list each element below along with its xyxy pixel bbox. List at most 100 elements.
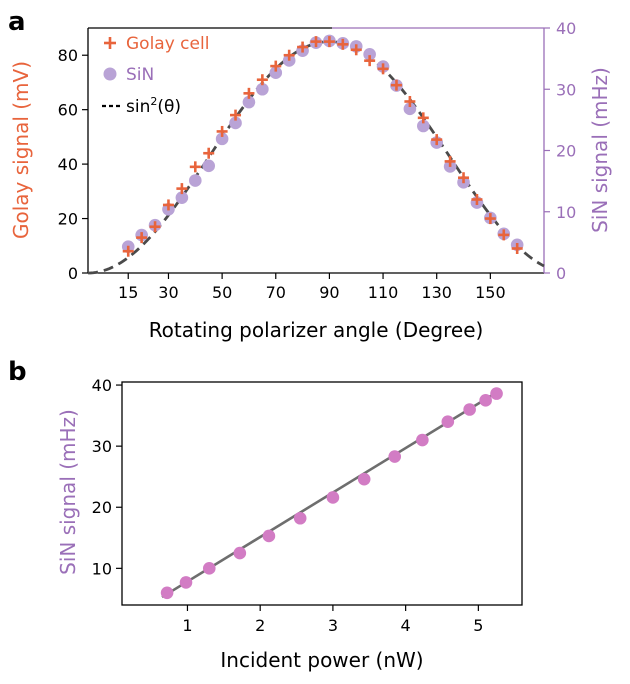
a-golay-point (216, 125, 228, 137)
a-golay-point (149, 221, 161, 233)
a-golay-point (297, 41, 309, 53)
a-golay-point (377, 63, 389, 75)
a-x-tick-label: 150 (475, 283, 506, 302)
b-x-tick-label: 2 (255, 616, 265, 635)
a-sin-point (188, 174, 202, 187)
panel-b-x-axis-title: Incident power (nW) (220, 648, 423, 672)
a-golay-point (270, 60, 282, 72)
a-golay-point (498, 229, 510, 241)
a-golay-point (230, 109, 242, 121)
a-golay-point (484, 213, 496, 225)
b-y-tick-label: 30 (92, 437, 112, 456)
legend-golay-marker (104, 37, 116, 49)
b-sin-point (326, 491, 340, 504)
b-sin-point (202, 562, 216, 575)
a-right-y-tick-label: 20 (556, 142, 576, 161)
b-sin-point (357, 472, 371, 486)
legend-golay-label: Golay cell (126, 34, 209, 54)
a-right-y-tick-label: 40 (556, 19, 576, 38)
legend-sin-label: SiN (126, 65, 154, 85)
a-left-y-tick-label: 80 (58, 46, 78, 65)
a-golay-point (323, 36, 335, 48)
b-y-tick-label: 10 (92, 559, 112, 578)
a-right-y-tick-label: 0 (556, 264, 566, 283)
a-sin-point (256, 82, 269, 96)
a-golay-point (458, 172, 470, 184)
panel-a-left-y-axis-title: Golay signal (mV) (9, 61, 33, 239)
a-golay-point (431, 134, 443, 146)
b-sin-point (293, 511, 307, 525)
a-right-y-tick-label: 30 (556, 80, 576, 99)
b-sin-point (490, 387, 503, 400)
a-golay-point (337, 38, 349, 50)
a-sin-point (229, 116, 242, 130)
a-golay-point (310, 36, 322, 48)
b-sin-point (388, 450, 402, 463)
b-x-tick-label: 5 (473, 616, 483, 635)
panel-a-plot: 15 30 50 70 90 110 130 150 0 20 40 60 80 0 10 20 30 40 Go… (9, 19, 612, 342)
panel-b-label: b (8, 357, 27, 387)
a-x-tick-label: 110 (368, 283, 399, 302)
a-left-y-tick-label: 20 (58, 210, 78, 229)
a-left-y-tick-label: 0 (68, 264, 78, 283)
a-x-tick-label: 90 (319, 283, 339, 302)
panel-b-plot: 1 2 3 4 5 10 20 30 40 Incident power (nW) SiN si… (56, 376, 523, 672)
a-golay-point (136, 232, 148, 244)
a-golay-point (162, 199, 174, 211)
a-golay-point (390, 79, 402, 91)
a-sin-point (403, 102, 417, 116)
a-golay-point (417, 112, 429, 124)
legend-sin-marker (103, 67, 117, 81)
a-golay-point (444, 155, 456, 167)
b-x-tick-label: 4 (401, 616, 411, 635)
panel-a-x-axis-title: Rotating polarizer angle (Degree) (149, 318, 484, 342)
a-fit-line (87, 40, 545, 275)
a-sin-point (416, 119, 430, 133)
a-golay-point (471, 194, 483, 205)
a-x-tick-label: 50 (212, 283, 232, 302)
panel-a-label: a (8, 7, 26, 37)
a-golay-point (404, 96, 416, 107)
a-left-y-tick-label: 40 (58, 155, 78, 174)
b-sin-point (262, 529, 276, 543)
a-golay-point (283, 49, 295, 61)
panel-a-legend: Golay cell SiN sin2(θ) (102, 34, 209, 117)
a-golay-point (203, 147, 215, 159)
panel-a-right-y-axis-title: SiN signal (mHz) (588, 67, 612, 233)
panel-b-frame (121, 381, 523, 606)
b-y-tick-label: 20 (92, 498, 112, 517)
legend-fit-label: sin2(θ) (126, 95, 181, 117)
b-x-tick-label: 3 (328, 616, 338, 635)
b-sin-point (233, 546, 247, 560)
panel-b-y-axis-title: SiN signal (mHz) (56, 409, 80, 575)
a-sin-point (269, 66, 283, 80)
a-golay-point (243, 87, 255, 99)
a-sin-point (363, 48, 376, 61)
a-x-tick-label: 15 (118, 283, 138, 302)
a-sin-point (215, 132, 229, 146)
a-left-y-tick-label: 60 (58, 101, 78, 120)
a-golay-point (176, 183, 188, 195)
a-golay-point (364, 55, 376, 67)
a-golay-point (511, 243, 523, 254)
b-sin-point (463, 403, 476, 416)
a-golay-point (189, 161, 201, 173)
b-sin-point (441, 415, 455, 429)
a-sin-point (242, 95, 256, 109)
a-sin-point (175, 191, 189, 204)
a-golay-point (256, 74, 268, 86)
a-x-tick-label: 70 (266, 283, 286, 302)
b-sin-point (160, 586, 174, 600)
b-sin-point (479, 394, 492, 407)
a-x-tick-label: 130 (421, 283, 452, 302)
b-sin-point (416, 433, 429, 447)
a-golay-point (350, 44, 362, 56)
a-sin-point (202, 159, 216, 173)
a-x-tick-label: 30 (158, 283, 178, 302)
a-right-y-tick-label: 10 (556, 203, 576, 222)
a-golay-point (122, 245, 134, 257)
b-y-tick-label: 40 (92, 376, 112, 395)
b-x-tick-label: 1 (182, 616, 192, 635)
b-sin-point (179, 576, 193, 589)
